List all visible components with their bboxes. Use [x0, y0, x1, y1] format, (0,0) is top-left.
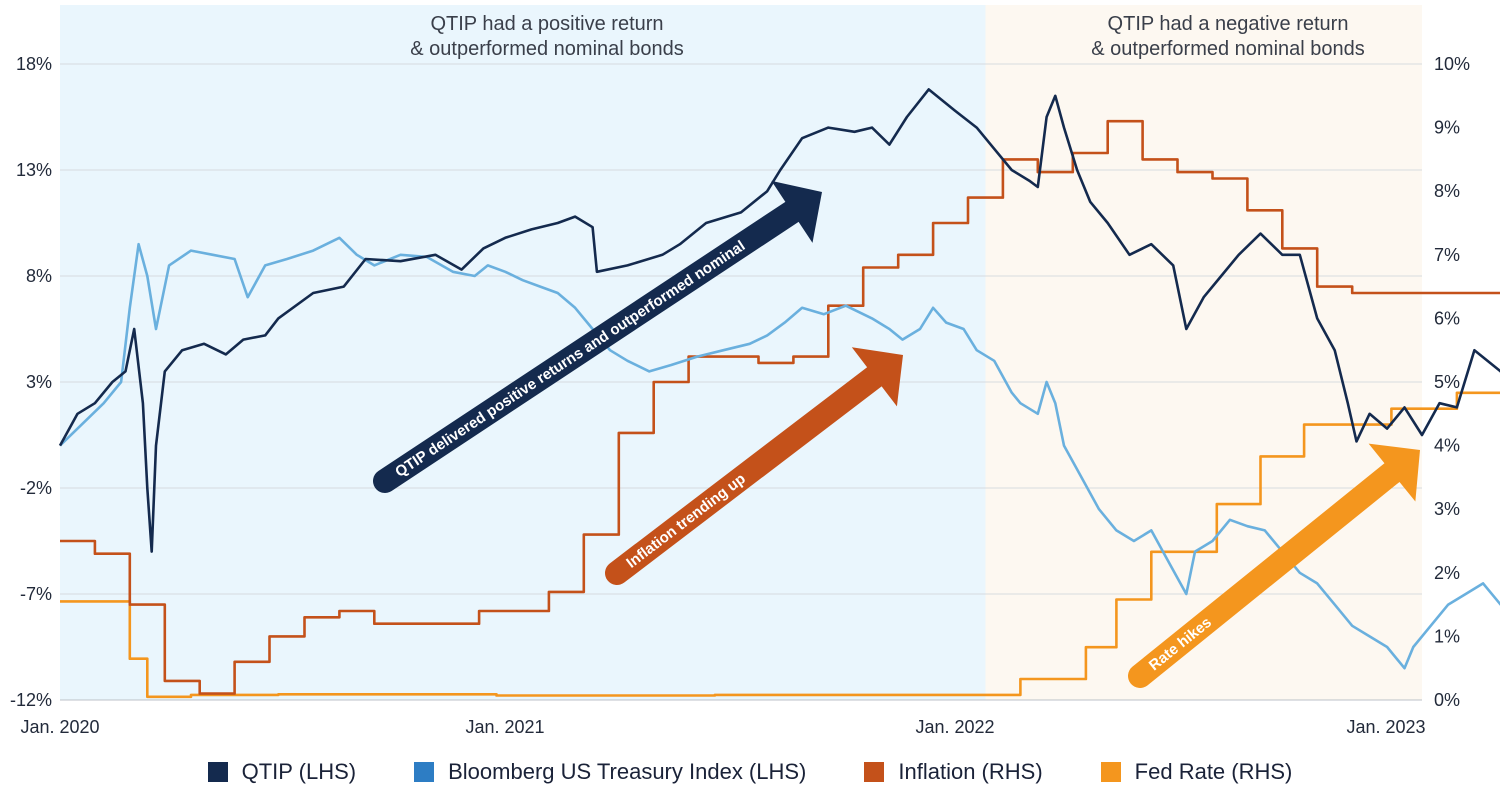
left-tick-label: -2% — [20, 478, 52, 498]
right-tick-label: 8% — [1434, 181, 1460, 201]
series-line-3 — [60, 391, 1500, 699]
legend-label: Inflation (RHS) — [898, 759, 1043, 784]
legend-label: Fed Rate (RHS) — [1134, 759, 1293, 784]
left-tick-label: 13% — [16, 160, 52, 180]
right-tick-label: 7% — [1434, 245, 1460, 265]
left-tick-label: 3% — [26, 372, 52, 392]
legend-swatch — [414, 762, 435, 782]
right-tick-label: 5% — [1434, 372, 1460, 392]
region-band-1 — [985, 5, 1422, 700]
legend-swatch — [207, 762, 228, 782]
legend-item-qtip: QTIP (LHS) — [207, 759, 357, 785]
left-tick-label: 18% — [16, 54, 52, 74]
left-tick-label: 8% — [26, 266, 52, 286]
legend-item-treasury: Bloomberg US Treasury Index (LHS) — [414, 759, 806, 785]
legend-swatch — [864, 762, 885, 782]
right-tick-label: 10% — [1434, 54, 1470, 74]
right-tick-label: 1% — [1434, 626, 1460, 646]
region-title-line1: QTIP had a positive return — [430, 13, 663, 35]
qtip-annotation-arrow-shape — [373, 180, 823, 493]
legend-item-inflation: Inflation (RHS) — [864, 759, 1043, 785]
right-tick-label: 9% — [1434, 118, 1460, 138]
region-title-line2: & outperformed nominal bonds — [410, 38, 684, 60]
x-tick-label: Jan. 2020 — [20, 717, 99, 737]
legend-swatch — [1100, 762, 1121, 782]
series-line-2 — [60, 119, 1500, 695]
x-tick-label: Jan. 2021 — [465, 717, 544, 737]
series-line-1 — [59, 236, 1500, 670]
legend-label: Bloomberg US Treasury Index (LHS) — [448, 759, 807, 784]
x-tick-label: Jan. 2022 — [915, 717, 994, 737]
legend-label: QTIP (LHS) — [241, 759, 357, 784]
rate-hikes-annotation-arrow-shape — [1128, 443, 1421, 688]
right-tick-label: 6% — [1434, 308, 1460, 328]
left-tick-label: -12% — [10, 690, 52, 710]
region-title-line2: & outperformed nominal bonds — [1091, 38, 1365, 60]
right-tick-label: 2% — [1434, 563, 1460, 583]
right-tick-label: 0% — [1434, 690, 1460, 710]
right-tick-label: 4% — [1434, 436, 1460, 456]
chart-canvas: 18% 13% 8% 3% -2% -7% -12% 10% 9% 8% 7% 6% 5% 4% 3% 2% 1… — [10, 5, 1500, 737]
series-line-0 — [58, 88, 1500, 553]
inflation-annotation-arrow-shape — [605, 347, 904, 585]
region-band-0 — [60, 5, 986, 700]
x-tick-label: Jan. 2023 — [1346, 717, 1425, 737]
left-tick-label: -7% — [20, 584, 52, 604]
right-tick-label: 3% — [1434, 499, 1460, 519]
legend-item-fed-rate: Fed Rate (RHS) — [1100, 759, 1293, 785]
chart-legend: QTIP (LHS) Bloomberg US Treasury Index (… — [0, 752, 1500, 792]
region-title-line1: QTIP had a negative return — [1108, 13, 1349, 35]
